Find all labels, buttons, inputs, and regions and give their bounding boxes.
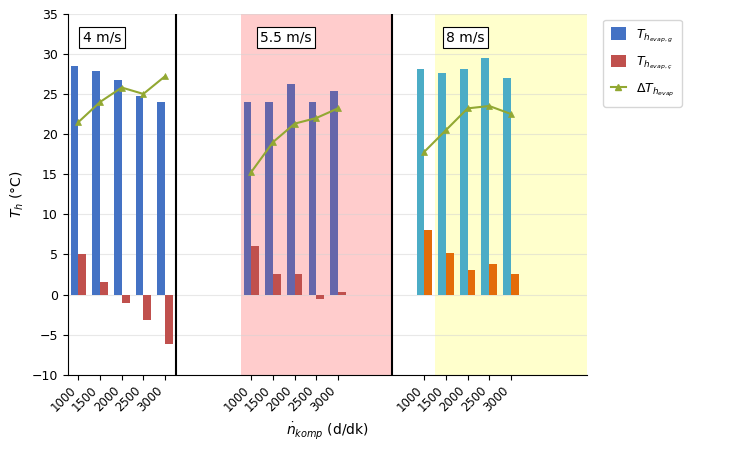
Bar bbox=[135, 96, 144, 294]
Bar bbox=[503, 78, 511, 294]
Bar bbox=[330, 91, 338, 294]
Bar bbox=[144, 294, 151, 320]
Bar bbox=[435, 14, 587, 375]
Bar bbox=[241, 14, 392, 375]
Bar bbox=[92, 71, 100, 294]
Bar bbox=[511, 275, 519, 294]
Bar bbox=[273, 275, 280, 294]
Bar bbox=[71, 66, 78, 294]
Bar bbox=[157, 102, 165, 294]
Bar bbox=[114, 80, 122, 294]
Text: 4 m/s: 4 m/s bbox=[83, 31, 121, 45]
Bar bbox=[338, 292, 346, 294]
Bar bbox=[244, 102, 251, 294]
Bar bbox=[68, 14, 176, 375]
Bar bbox=[490, 264, 497, 294]
Bar bbox=[468, 271, 475, 294]
Bar bbox=[481, 58, 490, 294]
X-axis label: $\dot{n}_{komp}$ (d/dk): $\dot{n}_{komp}$ (d/dk) bbox=[286, 420, 368, 441]
Bar bbox=[438, 73, 446, 294]
Bar bbox=[287, 84, 295, 294]
Legend: $T_{h_{evap,g}}$, $T_{h_{evap,ç}}$, $\Delta T_{h_{evap}}$: $T_{h_{evap,g}}$, $T_{h_{evap,ç}}$, $\De… bbox=[603, 20, 681, 106]
Y-axis label: $T_h$ (°C): $T_h$ (°C) bbox=[8, 170, 26, 218]
Bar bbox=[424, 230, 432, 294]
Bar bbox=[308, 102, 317, 294]
Bar bbox=[78, 255, 86, 294]
Bar bbox=[165, 294, 173, 344]
Bar bbox=[295, 275, 302, 294]
Bar bbox=[100, 282, 108, 294]
Bar bbox=[122, 294, 129, 303]
Bar bbox=[460, 69, 468, 294]
Bar bbox=[265, 102, 273, 294]
Text: 8 m/s: 8 m/s bbox=[446, 31, 484, 45]
Bar bbox=[446, 253, 453, 294]
Text: 5.5 m/s: 5.5 m/s bbox=[260, 31, 311, 45]
Bar bbox=[317, 294, 324, 298]
Bar bbox=[251, 246, 259, 294]
Bar bbox=[417, 69, 424, 294]
